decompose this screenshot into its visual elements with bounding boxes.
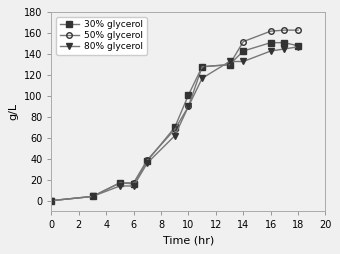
Y-axis label: g/L: g/L — [8, 103, 18, 120]
X-axis label: Time (hr): Time (hr) — [163, 236, 214, 246]
50% glycerol — [132, 181, 136, 184]
50% glycerol — [200, 65, 204, 68]
30% glycerol — [269, 41, 273, 44]
50% glycerol — [90, 195, 95, 198]
30% glycerol — [132, 182, 136, 185]
30% glycerol — [118, 181, 122, 184]
Line: 50% glycerol: 50% glycerol — [49, 27, 301, 203]
30% glycerol — [186, 93, 190, 97]
50% glycerol — [186, 105, 190, 108]
80% glycerol — [186, 105, 190, 108]
30% glycerol — [173, 126, 177, 129]
80% glycerol — [269, 50, 273, 53]
Line: 30% glycerol: 30% glycerol — [49, 40, 301, 203]
50% glycerol — [173, 128, 177, 131]
80% glycerol — [296, 45, 300, 48]
80% glycerol — [173, 134, 177, 137]
50% glycerol — [145, 158, 149, 161]
80% glycerol — [200, 77, 204, 80]
30% glycerol — [296, 44, 300, 47]
Line: 80% glycerol: 80% glycerol — [49, 44, 301, 203]
50% glycerol — [269, 30, 273, 33]
Legend: 30% glycerol, 50% glycerol, 80% glycerol: 30% glycerol, 50% glycerol, 80% glycerol — [56, 17, 147, 55]
30% glycerol — [49, 199, 53, 202]
30% glycerol — [200, 65, 204, 68]
80% glycerol — [132, 184, 136, 187]
80% glycerol — [90, 195, 95, 198]
30% glycerol — [227, 63, 232, 66]
50% glycerol — [118, 181, 122, 184]
80% glycerol — [145, 162, 149, 165]
50% glycerol — [227, 63, 232, 66]
50% glycerol — [282, 29, 286, 32]
30% glycerol — [282, 41, 286, 44]
50% glycerol — [296, 29, 300, 32]
50% glycerol — [49, 199, 53, 202]
80% glycerol — [241, 60, 245, 63]
30% glycerol — [145, 159, 149, 162]
30% glycerol — [90, 195, 95, 198]
80% glycerol — [282, 47, 286, 51]
80% glycerol — [49, 199, 53, 202]
30% glycerol — [241, 50, 245, 53]
80% glycerol — [227, 60, 232, 63]
80% glycerol — [118, 184, 122, 187]
50% glycerol — [241, 40, 245, 43]
